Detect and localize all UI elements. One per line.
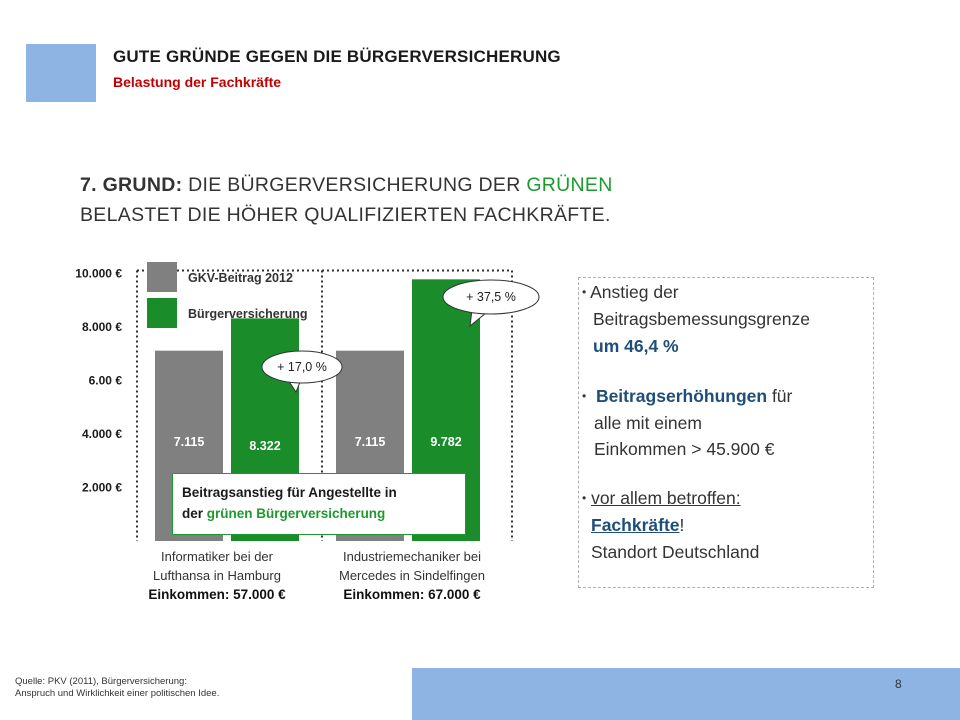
bullet-3-line-1: • vor allem betroffen:: [582, 488, 741, 508]
bullet-3-line-3: Standort Deutschland: [591, 542, 760, 562]
headline-text: DIE BÜRGERVERSICHERUNG DER: [188, 174, 527, 196]
bar-value-label: 9.782: [430, 435, 461, 449]
bar-value-label: 8.322: [249, 439, 280, 453]
bullet-1-line-2: Beitragsbemessungsgrenze: [593, 309, 810, 329]
slide-subtitle: Belastung der Fachkräfte: [113, 74, 282, 90]
bullet-2-line-1: • Beitragserhöhungen für: [582, 386, 793, 406]
callout-bubble: [442, 279, 540, 315]
bar-value-label: 7.115: [355, 435, 386, 449]
headline-gruenen: GRÜNEN: [526, 174, 613, 196]
category-income: Einkommen: 67.000 €: [343, 587, 481, 602]
y-axis-ticks: 2.000 € 4.000 € 6.00 € 8.000 € 10.000 €: [75, 267, 122, 495]
category-line-2: Mercedes in Sindelfingen: [339, 568, 485, 583]
category-line-1: Informatiker bei der: [161, 549, 274, 564]
footer-bar: [412, 668, 960, 720]
legend-label: GKV-Beitrag 2012: [188, 271, 293, 285]
category-line-2: Lufthansa in Hamburg: [153, 568, 281, 583]
bullet-3-line-2: Fachkräfte!: [591, 515, 685, 535]
source-note: Quelle: PKV (2011), Bürgerversicherung: …: [15, 676, 220, 699]
slide-title: GUTE GRÜNDE GEGEN DIE BÜRGERVERSICHERUNG: [113, 47, 561, 66]
y-tick-label: 8.000 €: [82, 320, 122, 334]
y-tick-label: 4.000 €: [82, 427, 122, 441]
bar-labels: 7.115 7.115 8.322 9.782: [174, 435, 462, 453]
bullet-2-line-3: Einkommen > 45.900 €: [594, 439, 775, 459]
category-labels: Informatiker bei der Lufthansa in Hamburg…: [148, 549, 485, 602]
legend: GKV-Beitrag 2012 Bürgerversicherung: [147, 262, 307, 328]
bullet-1-line-3: um 46,4 %: [593, 336, 679, 356]
bullet-2-line-2: alle mit einem: [594, 413, 702, 433]
logo-square: [26, 44, 96, 102]
annotation-line1: Beitragsanstieg für Angestellte in: [182, 485, 397, 500]
category-line-1: Industriemechaniker bei: [343, 549, 481, 564]
bullet-1-line-1: • Anstieg der: [582, 282, 679, 302]
y-tick-label: 6.00 €: [89, 374, 123, 388]
callout-label: + 37,5 %: [466, 290, 516, 304]
annotation-green-text: grünen Bürgerversicherung: [206, 506, 386, 521]
legend-swatch: [147, 298, 177, 328]
legend-swatch: [147, 262, 177, 292]
bar-value-label: 7.115: [174, 435, 205, 449]
callout-bubble: [261, 350, 343, 384]
info-panel: • Anstieg der Beitragsbemessungsgrenze u…: [578, 277, 874, 588]
callout-join: [472, 308, 486, 313]
callouts: + 17,0 % + 37,5 %: [261, 279, 540, 394]
legend-label: Bürgerversicherung: [188, 307, 307, 321]
page-number: 8: [895, 677, 902, 691]
annotation-box: Beitragsanstieg für Angestellte in der g…: [172, 473, 466, 535]
y-tick-label: 2.000 €: [82, 481, 122, 495]
headline-grund: 7. GRUND:: [80, 174, 189, 196]
headline-line2: BELASTET DIE HÖHER QUALIFIZIERTEN FACHKR…: [80, 204, 611, 226]
headline: 7. GRUND: DIE BÜRGERVERSICHERUNG DER GRÜ…: [80, 170, 613, 230]
y-tick-label: 10.000 €: [75, 267, 122, 281]
category-income: Einkommen: 57.000 €: [148, 587, 286, 602]
annotation-line2: der grünen Bürgerversicherung: [182, 506, 386, 521]
callout-join: [288, 378, 300, 382]
callout-label: + 17,0 %: [277, 360, 327, 374]
